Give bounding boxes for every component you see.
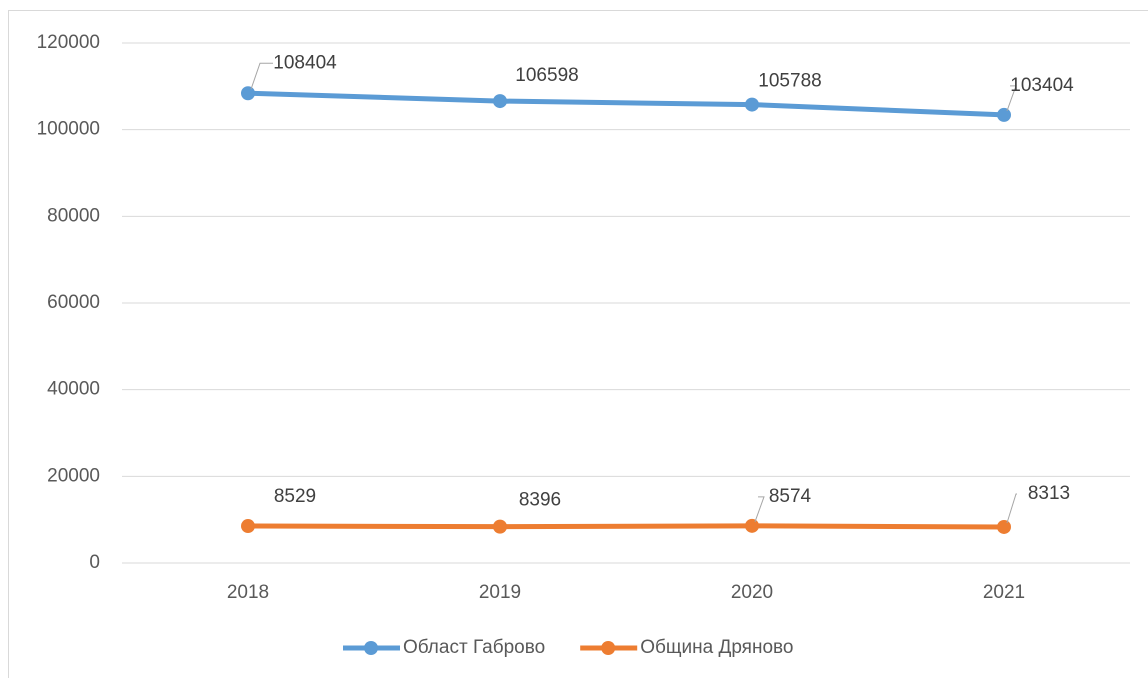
point [997, 107, 1011, 122]
x-tick-label: 2018 [227, 582, 269, 603]
point [241, 519, 255, 534]
data-label: 108404 [273, 52, 337, 73]
y-tick-label: 40000 [47, 379, 100, 400]
point [493, 519, 507, 534]
leader-line [250, 62, 273, 90]
data-label: 8574 [769, 486, 812, 507]
y-tick-label: 0 [89, 552, 100, 573]
point [745, 518, 759, 533]
data-label: 105788 [758, 71, 821, 92]
y-tick-label: 120000 [37, 32, 100, 53]
data-label: 8313 [1028, 483, 1070, 504]
point [493, 94, 507, 109]
chart-border [8, 10, 1148, 678]
leader-line [1006, 493, 1017, 524]
x-tick-label: 2020 [731, 582, 773, 603]
data-label: 8396 [519, 490, 561, 511]
legend-label: Община Дряново [640, 637, 793, 658]
y-tick-label: 80000 [47, 205, 100, 226]
series-line [245, 523, 1007, 530]
data-label: 8529 [274, 486, 316, 507]
y-tick-label: 60000 [47, 292, 100, 313]
point [997, 519, 1011, 534]
legend-label: Област Габрово [403, 637, 545, 658]
data-label: 103404 [1010, 75, 1074, 96]
data-label: 106598 [515, 65, 578, 86]
legend-marker [601, 641, 616, 655]
leader-line [1006, 85, 1017, 112]
x-tick-label: 2021 [983, 582, 1025, 603]
y-tick-label: 100000 [37, 119, 100, 140]
point [745, 97, 759, 112]
point [241, 86, 255, 101]
legend-marker [364, 641, 378, 655]
x-tick-label: 2019 [479, 582, 521, 603]
y-tick-label: 20000 [47, 465, 100, 486]
series-line [245, 90, 1007, 118]
leader-line [754, 496, 765, 523]
